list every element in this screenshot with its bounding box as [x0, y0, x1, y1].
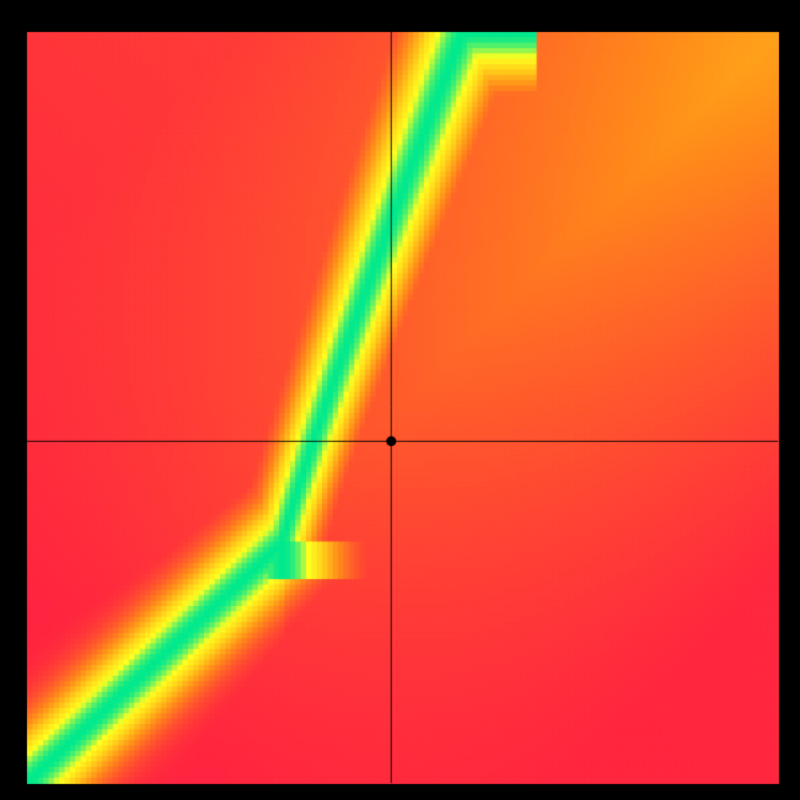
bottleneck-heatmap: [0, 0, 800, 800]
